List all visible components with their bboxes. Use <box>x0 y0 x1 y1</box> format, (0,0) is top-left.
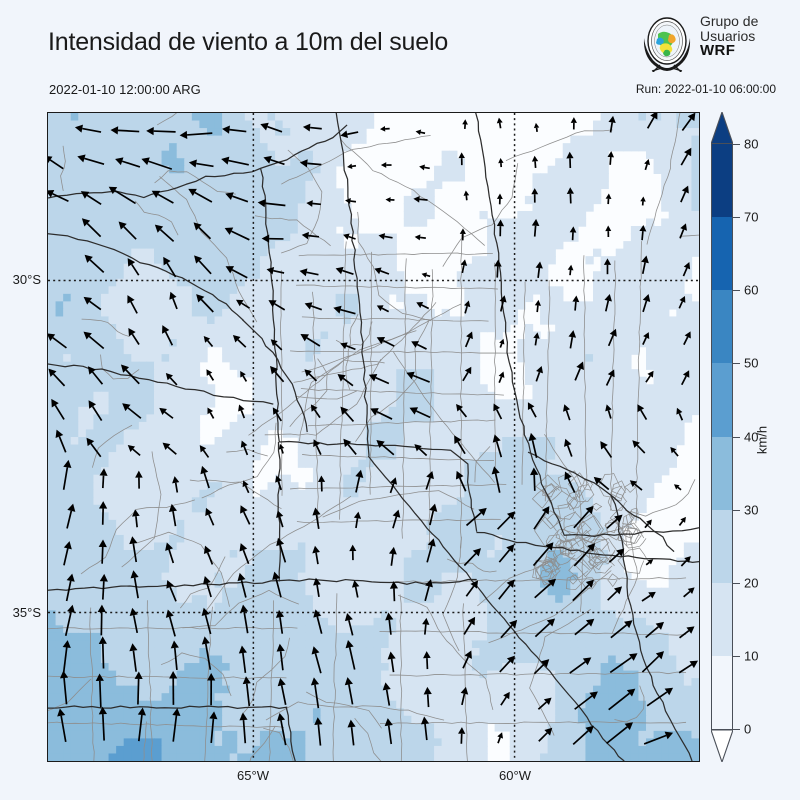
map-layers <box>48 113 699 761</box>
colorbar[interactable] <box>711 143 733 730</box>
wrf-user-group-seal-icon <box>643 17 691 72</box>
colorbar-tick-10 <box>733 655 740 657</box>
wind-direction-arrows <box>48 113 699 746</box>
valid-time-label: 2022-01-10 12:00:00 ARG <box>49 82 201 97</box>
lat-tick-35s: 35°S <box>0 605 41 621</box>
colorbar-tick-20 <box>733 582 740 584</box>
colorbar-ticklabel-60: 60 <box>744 282 759 298</box>
logo-text: Grupo de Usuarios WRF <box>700 14 758 59</box>
colorbar-ticklabel-20: 20 <box>744 575 759 591</box>
wind-speed-filled-contours <box>48 113 699 761</box>
colorbar-under-arrow <box>711 730 733 762</box>
page-title: Intensidad de viento a 10m del suelo <box>48 28 449 56</box>
lat-tick-30s-label: 30°S <box>12 272 41 287</box>
colorbar-ticklabel-40: 40 <box>744 429 759 444</box>
colorbar-ticks: 0 10 20 30 40 50 60 70 80 <box>733 137 793 737</box>
colorbar-tick-50 <box>733 363 740 365</box>
latlon-gridlines <box>48 113 699 761</box>
colorbar-band-70-80 <box>712 144 732 218</box>
colorbar-over-arrow <box>711 112 733 144</box>
colorbar-band-10-20 <box>712 582 732 656</box>
colorbar-ticklabel-0: 0 <box>744 721 752 737</box>
colorbar-band-50-60 <box>712 290 732 364</box>
colorbar-tick-30 <box>733 509 740 511</box>
colorbar-ticklabel-30: 30 <box>744 502 759 518</box>
colorbar-tick-60 <box>733 290 740 292</box>
colorbar-tick-40 <box>733 436 740 438</box>
colorbar-band-0-10 <box>712 655 732 729</box>
map-canvas[interactable] <box>47 112 700 762</box>
model-run-label: Run: 2022-01-10 06:00:00 <box>635 82 776 96</box>
colorbar-ticklabel-70: 70 <box>744 209 759 225</box>
logo-line-1: Grupo de <box>700 13 759 29</box>
colorbar-ticklabel-50: 50 <box>744 355 759 371</box>
colorbar-tick-70 <box>733 217 740 219</box>
colorbar-ticklabel-80: 80 <box>744 136 759 152</box>
colorbar-ticklabel-10: 10 <box>744 648 759 664</box>
lon-tick-60w-label: 60°W <box>499 768 531 783</box>
colorbar-band-20-30 <box>712 509 732 583</box>
logo-line-2: Usuarios <box>700 27 756 44</box>
lon-tick-65w-label: 65°W <box>237 768 269 783</box>
colorbar-band-40-50 <box>712 363 732 437</box>
logo: Grupo de Usuarios WRF <box>638 14 790 74</box>
colorbar-tick-0 <box>733 729 740 730</box>
lat-tick-30s: 30°S <box>0 272 41 288</box>
logo-line-3: WRF <box>700 42 736 60</box>
lat-tick-35s-label: 35°S <box>12 605 41 620</box>
colorbar-band-60-70 <box>712 217 732 291</box>
colorbar-unit-label: km/h <box>754 425 770 455</box>
colorbar-band-30-40 <box>712 436 732 510</box>
province-boundaries <box>48 113 699 761</box>
colorbar-tick-80 <box>733 144 740 145</box>
